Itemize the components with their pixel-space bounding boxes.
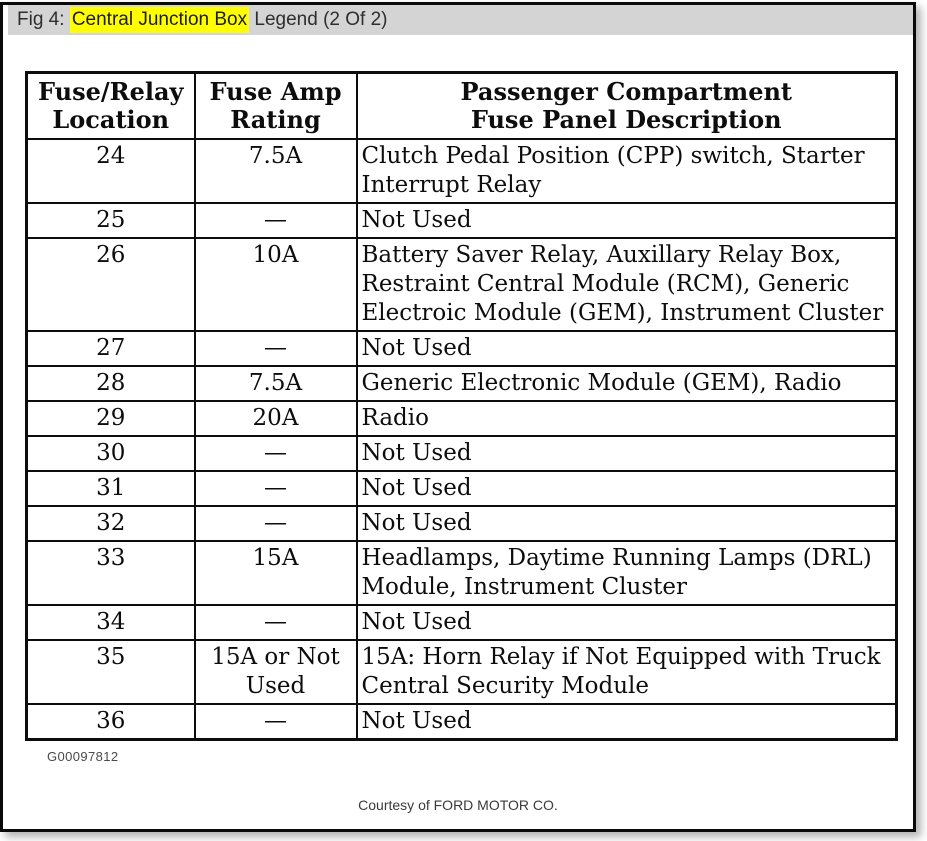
fuse-location-cell: 27 bbox=[25, 330, 196, 367]
table-row: 27 — Not Used bbox=[25, 330, 898, 367]
table-row: 35 15A or Not Used 15A: Horn Relay if No… bbox=[25, 639, 898, 705]
description-cell: Not Used bbox=[355, 604, 898, 641]
courtesy-credit: Courtesy of FORD MOTOR CO. bbox=[358, 797, 558, 813]
description-cell: Not Used bbox=[355, 505, 898, 542]
figure-title-suffix: Legend (2 Of 2) bbox=[249, 9, 388, 30]
description-cell: Radio bbox=[355, 400, 898, 437]
description-cell: Not Used bbox=[355, 435, 898, 472]
amp-rating-cell: 15A bbox=[193, 540, 358, 606]
table-row: 31 — Not Used bbox=[25, 470, 898, 507]
description-cell: Clutch Pedal Position (CPP) switch, Star… bbox=[355, 138, 898, 204]
table-row: 33 15A Headlamps, Daytime Running Lamps … bbox=[25, 540, 898, 606]
table-row: 25 — Not Used bbox=[25, 202, 898, 239]
figure-code: G00097812 bbox=[47, 749, 119, 764]
table-row: 29 20A Radio bbox=[25, 400, 898, 437]
amp-rating-cell: — bbox=[193, 330, 358, 367]
table-row: 30 — Not Used bbox=[25, 435, 898, 472]
fuse-location-cell: 29 bbox=[25, 400, 196, 437]
description-cell: Not Used bbox=[355, 202, 898, 239]
table-row: 32 — Not Used bbox=[25, 505, 898, 542]
figure-title-highlighted-text: Central Junction Box bbox=[69, 7, 250, 33]
amp-rating-cell: — bbox=[193, 202, 358, 239]
fuse-location-cell: 24 bbox=[25, 138, 196, 204]
table-row: 24 7.5A Clutch Pedal Position (CPP) swit… bbox=[25, 138, 898, 204]
description-cell: Not Used bbox=[355, 330, 898, 367]
amp-rating-cell: 7.5A bbox=[193, 138, 358, 204]
figure-title-bar: Fig 4: Central Junction Box Legend (2 Of… bbox=[8, 5, 913, 35]
description-cell: Headlamps, Daytime Running Lamps (DRL) M… bbox=[355, 540, 898, 606]
table-row: 36 — Not Used bbox=[25, 703, 898, 741]
amp-rating-cell: 20A bbox=[193, 400, 358, 437]
fuse-location-cell: 33 bbox=[25, 540, 196, 606]
fuse-location-cell: 31 bbox=[25, 470, 196, 507]
table-header-row: Fuse/Relay Location Fuse Amp Rating Pass… bbox=[25, 71, 898, 140]
fuse-location-cell: 35 bbox=[25, 639, 196, 705]
amp-rating-cell: — bbox=[193, 435, 358, 472]
amp-rating-cell: — bbox=[193, 703, 358, 741]
figure-title-prefix: Fig 4: bbox=[17, 9, 70, 30]
description-cell: Not Used bbox=[355, 470, 898, 507]
fuse-panel-table: Fuse/Relay Location Fuse Amp Rating Pass… bbox=[25, 71, 898, 741]
header-description: Passenger Compartment Fuse Panel Descrip… bbox=[355, 71, 898, 140]
description-cell: 15A: Horn Relay if Not Equipped with Tru… bbox=[355, 639, 898, 705]
document-page: Fuse/Relay Location Fuse Amp Rating Pass… bbox=[3, 35, 913, 764]
description-cell: Generic Electronic Module (GEM), Radio bbox=[355, 365, 898, 402]
amp-rating-cell: — bbox=[193, 505, 358, 542]
header-fuse-relay-location: Fuse/Relay Location bbox=[25, 71, 196, 140]
amp-rating-cell: 15A or Not Used bbox=[193, 639, 358, 705]
figure-frame: Fig 4: Central Junction Box Legend (2 Of… bbox=[0, 2, 916, 832]
fuse-location-cell: 36 bbox=[25, 703, 196, 741]
fuse-location-cell: 34 bbox=[25, 604, 196, 641]
amp-rating-cell: — bbox=[193, 470, 358, 507]
header-fuse-amp-rating: Fuse Amp Rating bbox=[193, 71, 358, 140]
description-cell: Battery Saver Relay, Auxillary Relay Box… bbox=[355, 237, 898, 332]
table-row: 26 10A Battery Saver Relay, Auxillary Re… bbox=[25, 237, 898, 332]
fuse-location-cell: 28 bbox=[25, 365, 196, 402]
amp-rating-cell: — bbox=[193, 604, 358, 641]
fuse-location-cell: 30 bbox=[25, 435, 196, 472]
description-cell: Not Used bbox=[355, 703, 898, 741]
fuse-location-cell: 25 bbox=[25, 202, 196, 239]
fuse-location-cell: 32 bbox=[25, 505, 196, 542]
table-row: 34 — Not Used bbox=[25, 604, 898, 641]
table-row: 28 7.5A Generic Electronic Module (GEM),… bbox=[25, 365, 898, 402]
fuse-location-cell: 26 bbox=[25, 237, 196, 332]
amp-rating-cell: 7.5A bbox=[193, 365, 358, 402]
amp-rating-cell: 10A bbox=[193, 237, 358, 332]
